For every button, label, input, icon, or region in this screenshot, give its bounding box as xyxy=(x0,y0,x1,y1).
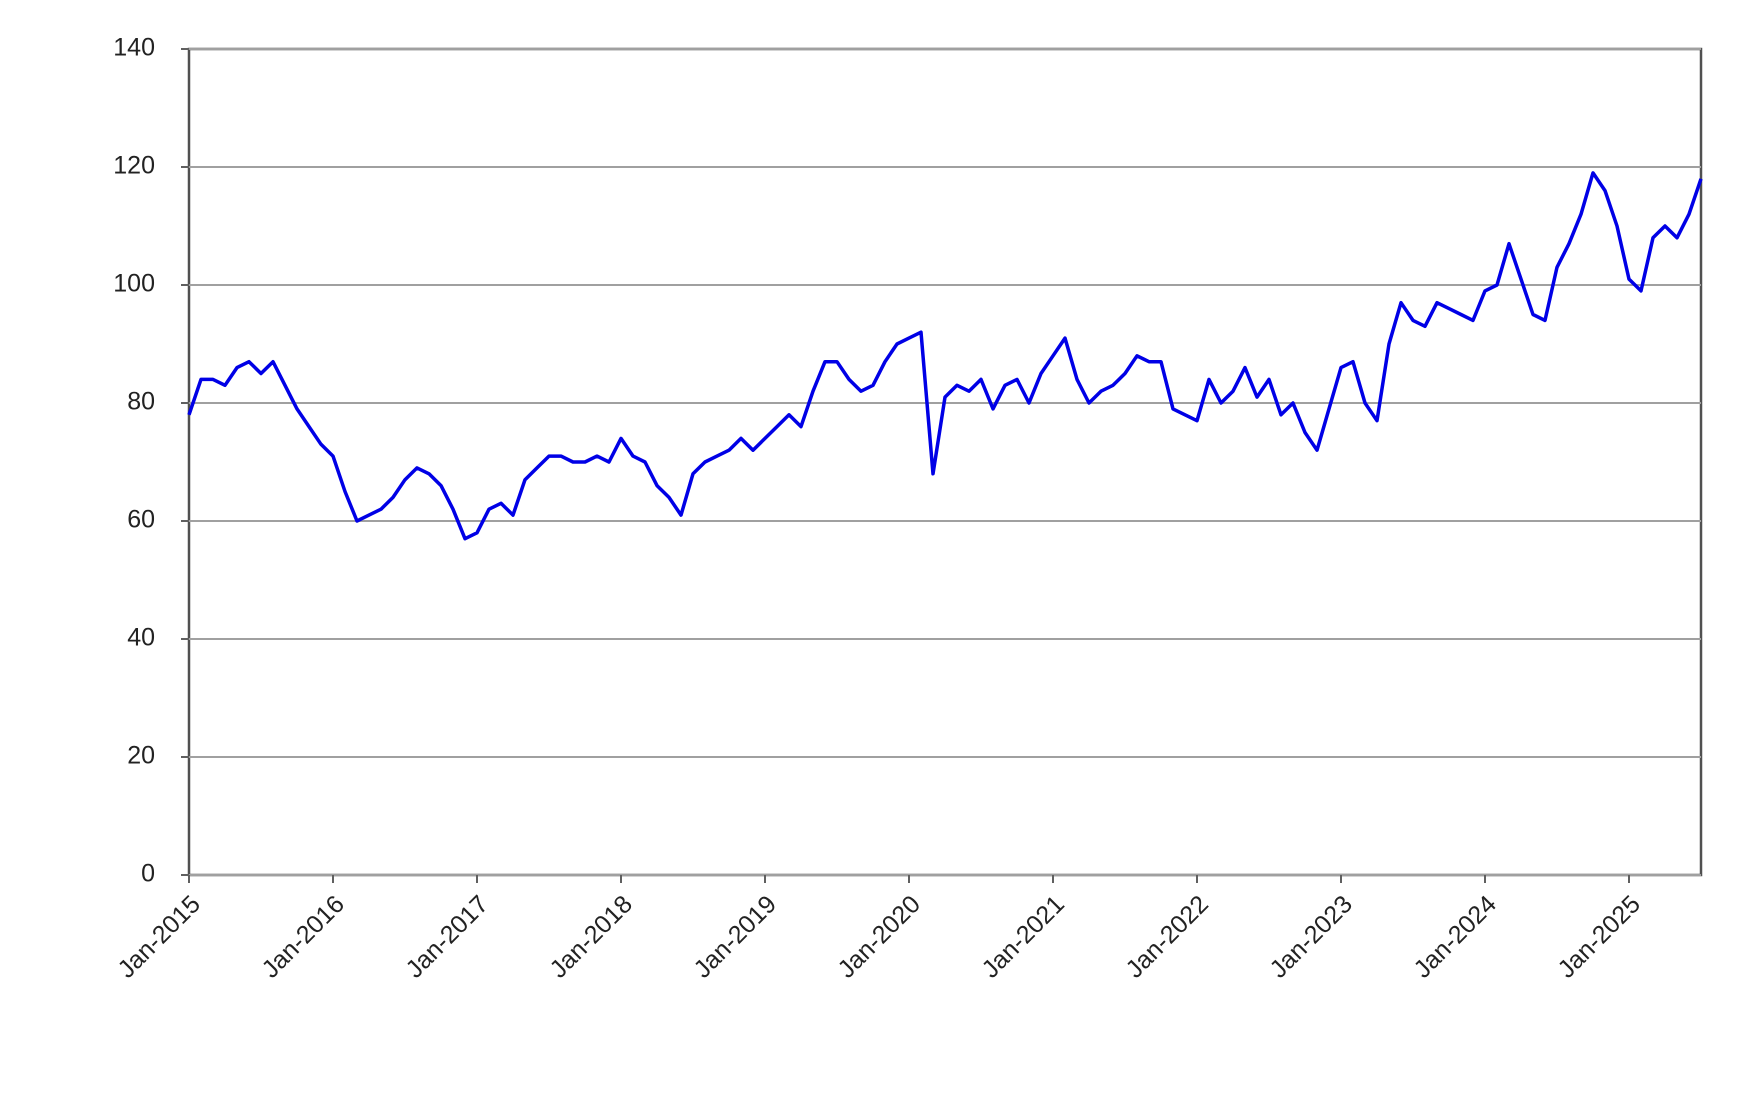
y-tick-label: 60 xyxy=(127,506,155,534)
y-tick-label: 80 xyxy=(127,388,155,416)
x-tick-label: Jan-2023 xyxy=(1264,890,1358,984)
y-tick-label: 20 xyxy=(127,742,155,770)
x-tick-label: Jan-2025 xyxy=(1552,890,1646,984)
x-tick-label: Jan-2021 xyxy=(976,890,1070,984)
x-tick-label: Jan-2015 xyxy=(112,890,206,984)
y-tick-label: 140 xyxy=(113,34,155,62)
plot-frame xyxy=(187,47,1703,877)
x-tick-label: Jan-2019 xyxy=(688,890,782,984)
x-tick-label: Jan-2017 xyxy=(400,890,494,984)
x-tick-label: Jan-2022 xyxy=(1120,890,1214,984)
y-tick-label: 40 xyxy=(127,624,155,652)
x-tick-label: Jan-2016 xyxy=(256,890,350,984)
x-tick-label: Jan-2018 xyxy=(544,890,638,984)
y-tick-label: 0 xyxy=(141,860,155,888)
y-tick-label: 120 xyxy=(113,152,155,180)
data-line xyxy=(187,171,1703,541)
x-tick-label: Jan-2024 xyxy=(1408,890,1502,984)
y-tick-label: 100 xyxy=(113,270,155,298)
x-tick-label: Jan-2020 xyxy=(832,890,926,984)
